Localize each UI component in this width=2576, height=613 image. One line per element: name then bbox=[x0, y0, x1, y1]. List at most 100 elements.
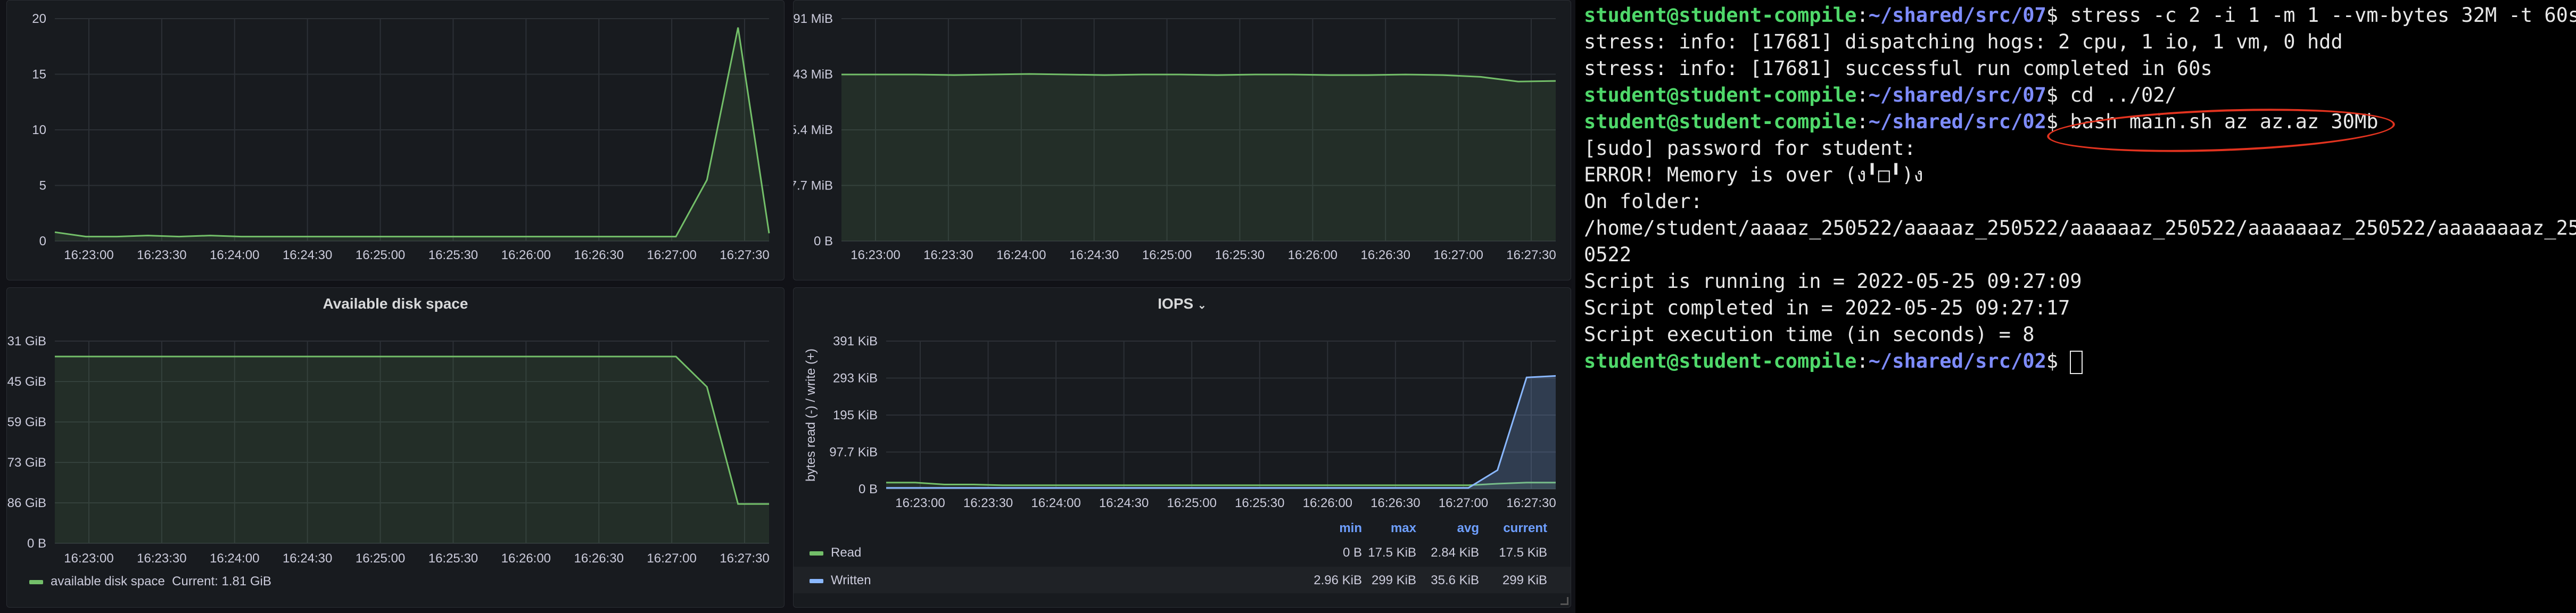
prompt-path: ~/shared/src/02 bbox=[1868, 110, 2046, 133]
legend-read-current: 17.5 KiB bbox=[1499, 545, 1547, 560]
prompt-sep: : bbox=[1856, 110, 1869, 133]
legend-written-min: 2.96 KiB bbox=[1314, 573, 1362, 587]
x-tick-label: 16:24:30 bbox=[283, 551, 332, 566]
x-tick-label: 16:26:00 bbox=[1303, 496, 1352, 510]
x-tick-label: 16:27:30 bbox=[1506, 248, 1556, 262]
y-tick-label: 1.86 GiB bbox=[7, 496, 46, 510]
x-tick-label: 16:23:00 bbox=[64, 248, 113, 262]
iops-panel: IOPS ⌄ 391 KiB 293 KiB 195 KiB 97.7 KiB 0 B 1… bbox=[793, 287, 1571, 608]
x-tick-label: 16:23:30 bbox=[923, 248, 973, 262]
y-tick-label: 0 B bbox=[27, 536, 46, 551]
legend-written-avg: 35.6 KiB bbox=[1431, 573, 1479, 587]
y-tick-label: 47.7 MiB bbox=[794, 179, 833, 193]
command-text: $ stress -c 2 -i 1 -m 1 --vm-bytes 32M -… bbox=[2046, 4, 2576, 27]
prompt-sep: : bbox=[1856, 350, 1869, 372]
x-tick-label: 16:24:00 bbox=[210, 551, 259, 566]
prompt-user: student@student-compile bbox=[1584, 4, 1857, 27]
y-tick-label: 0 B bbox=[858, 482, 878, 496]
y-tick-label: 95.4 MiB bbox=[794, 123, 833, 137]
y-tick-label: 191 MiB bbox=[794, 12, 833, 26]
x-tick-label: 16:23:00 bbox=[64, 551, 113, 566]
terminal-line: 0522 bbox=[1584, 243, 1632, 266]
legend-header-min[interactable]: min bbox=[1339, 521, 1362, 535]
terminal-line: Script execution time (in seconds) = 8 bbox=[1584, 323, 2035, 346]
x-tick-label: 16:23:30 bbox=[137, 551, 186, 566]
terminal-line: [sudo] password for student: bbox=[1584, 137, 1916, 160]
y-tick-label: 97.7 KiB bbox=[829, 445, 878, 460]
y-tick-label: 0 B bbox=[814, 234, 833, 248]
prompt-user: student@student-compile bbox=[1584, 350, 1857, 372]
terminal-line: Script is running in = 2022-05-25 09:27:… bbox=[1584, 270, 2082, 293]
prompt-user: student@student-compile bbox=[1584, 84, 1857, 106]
x-tick-label: 16:23:30 bbox=[137, 248, 186, 262]
terminal-line: /home/student/aaaaz_250522/aaaaaz_250522… bbox=[1584, 217, 2576, 239]
x-tick-label: 16:27:00 bbox=[647, 551, 696, 566]
legend-read-min: 0 B bbox=[1342, 545, 1362, 560]
y-tick-label: 5.59 GiB bbox=[7, 415, 46, 429]
series-area-cpu bbox=[55, 27, 769, 241]
terminal-line: student@student-compile:~/shared/src/02$… bbox=[1584, 109, 2379, 135]
y-tick-label: 195 KiB bbox=[833, 408, 878, 423]
terminal-line: ERROR! Memory is over (ง╹□╹)ง bbox=[1584, 163, 1923, 186]
y-tick-label: 0 bbox=[39, 234, 46, 248]
disk-panel-title: Available disk space bbox=[323, 295, 468, 312]
prompt-path: ~/shared/src/07 bbox=[1868, 4, 2046, 27]
x-tick-label: 16:26:00 bbox=[501, 551, 551, 566]
legend-label-read: Read bbox=[810, 545, 861, 560]
disk-legend[interactable]: available disk space Current: 1.81 GiB bbox=[29, 574, 271, 589]
x-tick-label: 16:25:30 bbox=[1215, 248, 1265, 262]
memory-chart: 191 MiB 143 MiB 95.4 MiB 47.7 MiB 0 B 16:23:0… bbox=[794, 12, 1556, 262]
y-tick-label: 20 bbox=[32, 12, 46, 26]
y-tick-label: 293 KiB bbox=[833, 371, 878, 386]
cpu-panel: 20 15 10 5 0 16:23:00 16:23:30 16:24:00 16:24:30… bbox=[6, 0, 785, 280]
x-tick-label: 16:25:30 bbox=[1235, 496, 1284, 510]
x-tick-label: 16:23:30 bbox=[963, 496, 1013, 510]
x-tick-label: 16:24:00 bbox=[1031, 496, 1080, 510]
terminal-line: student@student-compile:~/shared/src/02$ bbox=[1584, 348, 2083, 375]
y-tick-label: 3.73 GiB bbox=[7, 455, 46, 470]
x-tick-label: 16:25:00 bbox=[356, 551, 405, 566]
x-tick-label: 16:27:00 bbox=[647, 248, 696, 262]
legend-header-max[interactable]: max bbox=[1390, 521, 1416, 535]
legend-read-max: 17.5 KiB bbox=[1368, 545, 1416, 560]
y-tick-label: 143 MiB bbox=[794, 68, 833, 82]
x-tick-label: 16:27:30 bbox=[1506, 496, 1556, 510]
x-tick-label: 16:27:00 bbox=[1433, 248, 1483, 262]
legend-swatch-read bbox=[810, 551, 823, 556]
prompt-sep: : bbox=[1856, 84, 1869, 106]
legend-row-read[interactable]: Read 0 B 17.5 KiB 2.84 KiB 17.5 KiB bbox=[794, 539, 1571, 566]
panel-resize-handle[interactable] bbox=[1561, 597, 1568, 605]
terminal-line: On folder: bbox=[1584, 190, 1703, 213]
terminal-line: student@student-compile:~/shared/src/07$… bbox=[1584, 82, 2177, 109]
series-area-available-disk-space bbox=[55, 357, 769, 543]
x-tick-label: 16:25:00 bbox=[356, 248, 405, 262]
x-tick-label: 16:26:30 bbox=[574, 551, 624, 566]
x-tick-label: 16:26:30 bbox=[1361, 248, 1410, 262]
terminal-cursor bbox=[2070, 350, 2083, 374]
legend-label-written: Written bbox=[810, 573, 871, 588]
legend-read-name: Read bbox=[831, 545, 862, 560]
terminal-line: stress: info: [17681] dispatching hogs: … bbox=[1584, 30, 2343, 53]
prompt-sep: : bbox=[1856, 4, 1869, 27]
chevron-down-icon: ⌄ bbox=[1197, 300, 1207, 311]
x-tick-label: 16:27:00 bbox=[1439, 496, 1488, 510]
legend-header-current[interactable]: current bbox=[1503, 521, 1547, 535]
x-tick-label: 16:26:00 bbox=[1288, 248, 1337, 262]
y-tick-label: 9.31 GiB bbox=[7, 334, 46, 349]
x-tick-label: 16:24:00 bbox=[996, 248, 1046, 262]
prompt-user: student@student-compile bbox=[1584, 110, 1857, 133]
legend-row-written[interactable]: Written 2.96 KiB 299 KiB 35.6 KiB 299 Ki… bbox=[794, 567, 1571, 593]
x-tick-label: 16:25:30 bbox=[428, 248, 478, 262]
memory-panel: 191 MiB 143 MiB 95.4 MiB 47.7 MiB 0 B 16:23:0… bbox=[793, 0, 1571, 280]
legend-header-avg[interactable]: avg bbox=[1457, 521, 1479, 535]
x-tick-label: 16:26:00 bbox=[501, 248, 551, 262]
y-tick-label: 7.45 GiB bbox=[7, 375, 46, 389]
x-tick-label: 16:25:30 bbox=[428, 551, 478, 566]
series-line-read bbox=[886, 482, 1556, 486]
terminal-window[interactable]: student@student-compile:~/shared/src/07$… bbox=[1575, 0, 2576, 613]
disk-panel: Available disk space 9.31 GiB 7.45 GiB 5.5… bbox=[6, 287, 785, 608]
iops-panel-title[interactable]: IOPS ⌄ bbox=[794, 295, 1571, 312]
iops-title-text: IOPS bbox=[1158, 295, 1194, 312]
x-tick-label: 16:26:30 bbox=[1370, 496, 1420, 510]
y-axis-label: bytes read (-) / write (+) bbox=[804, 349, 818, 482]
